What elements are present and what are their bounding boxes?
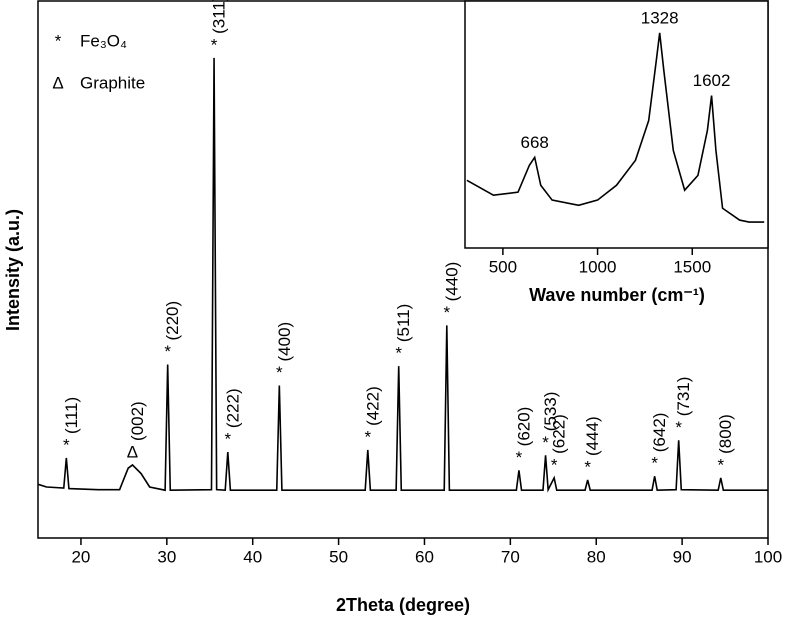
peak-marker: * [542, 433, 549, 452]
inset-frame [464, 0, 769, 249]
peak-label: (642) [650, 413, 669, 453]
peak-marker: * [717, 455, 724, 474]
x-tick-label: 50 [329, 547, 348, 566]
x-tick-label: 80 [587, 547, 606, 566]
x-tick-label: 100 [754, 547, 782, 566]
x-tick-label: 60 [415, 547, 434, 566]
peak-marker: * [395, 344, 402, 363]
peak-label: 1602 [693, 71, 731, 90]
peak-marker: * [584, 457, 591, 476]
peak-marker: * [443, 303, 450, 322]
peak-marker: Δ [127, 442, 138, 461]
peak-label: (222) [223, 388, 242, 428]
peak-label: (400) [275, 322, 294, 362]
peak-marker: * [364, 427, 371, 446]
plot-frame [37, 0, 769, 539]
peak-marker: * [276, 363, 283, 382]
data-line [37, 57, 768, 493]
legend-label: Graphite [80, 73, 145, 92]
peak-label: (731) [674, 377, 693, 417]
legend-label: Fe₃O₄ [80, 31, 127, 50]
peak-marker: * [675, 418, 682, 437]
inset-x-axis-title: Wave number (cm⁻¹) [529, 285, 705, 305]
x-tick-label: 20 [71, 547, 90, 566]
peak-label: (511) [394, 304, 413, 342]
peak-marker: * [551, 455, 558, 474]
peak-label: (422) [363, 386, 382, 426]
x-axis-title: 2Theta (degree) [336, 595, 470, 615]
legend-marker: Δ [52, 73, 63, 92]
y-axis-title: Intensity (a.u.) [3, 209, 23, 331]
peak-marker: * [164, 342, 171, 361]
peak-label: (622) [550, 414, 569, 454]
peak-label: (311) [210, 0, 229, 34]
peak-marker: * [63, 435, 70, 454]
peak-label: (620) [514, 407, 533, 447]
legend-marker: * [55, 31, 62, 50]
peak-label: (800) [716, 414, 735, 454]
peak-label: (002) [128, 401, 147, 441]
peak-label: 668 [521, 133, 549, 152]
peak-marker: * [516, 448, 523, 467]
peak-label: (533) [541, 392, 560, 432]
x-tick-label: 70 [501, 547, 520, 566]
peak-label: (440) [442, 262, 461, 302]
peak-label: (444) [583, 416, 602, 456]
peak-label: 1328 [641, 8, 679, 27]
peak-marker: * [224, 430, 231, 449]
x-tick-label: 500 [489, 257, 517, 276]
peak-marker: * [651, 454, 658, 473]
peak-label: (111) [62, 397, 81, 434]
x-tick-label: 30 [157, 547, 176, 566]
peak-label: (220) [163, 301, 182, 341]
peak-marker: * [211, 35, 218, 54]
x-tick-label: 1000 [579, 257, 617, 276]
x-tick-label: 1500 [673, 257, 711, 276]
data-line [466, 32, 765, 223]
x-tick-label: 40 [243, 547, 262, 566]
x-tick-label: 90 [673, 547, 692, 566]
